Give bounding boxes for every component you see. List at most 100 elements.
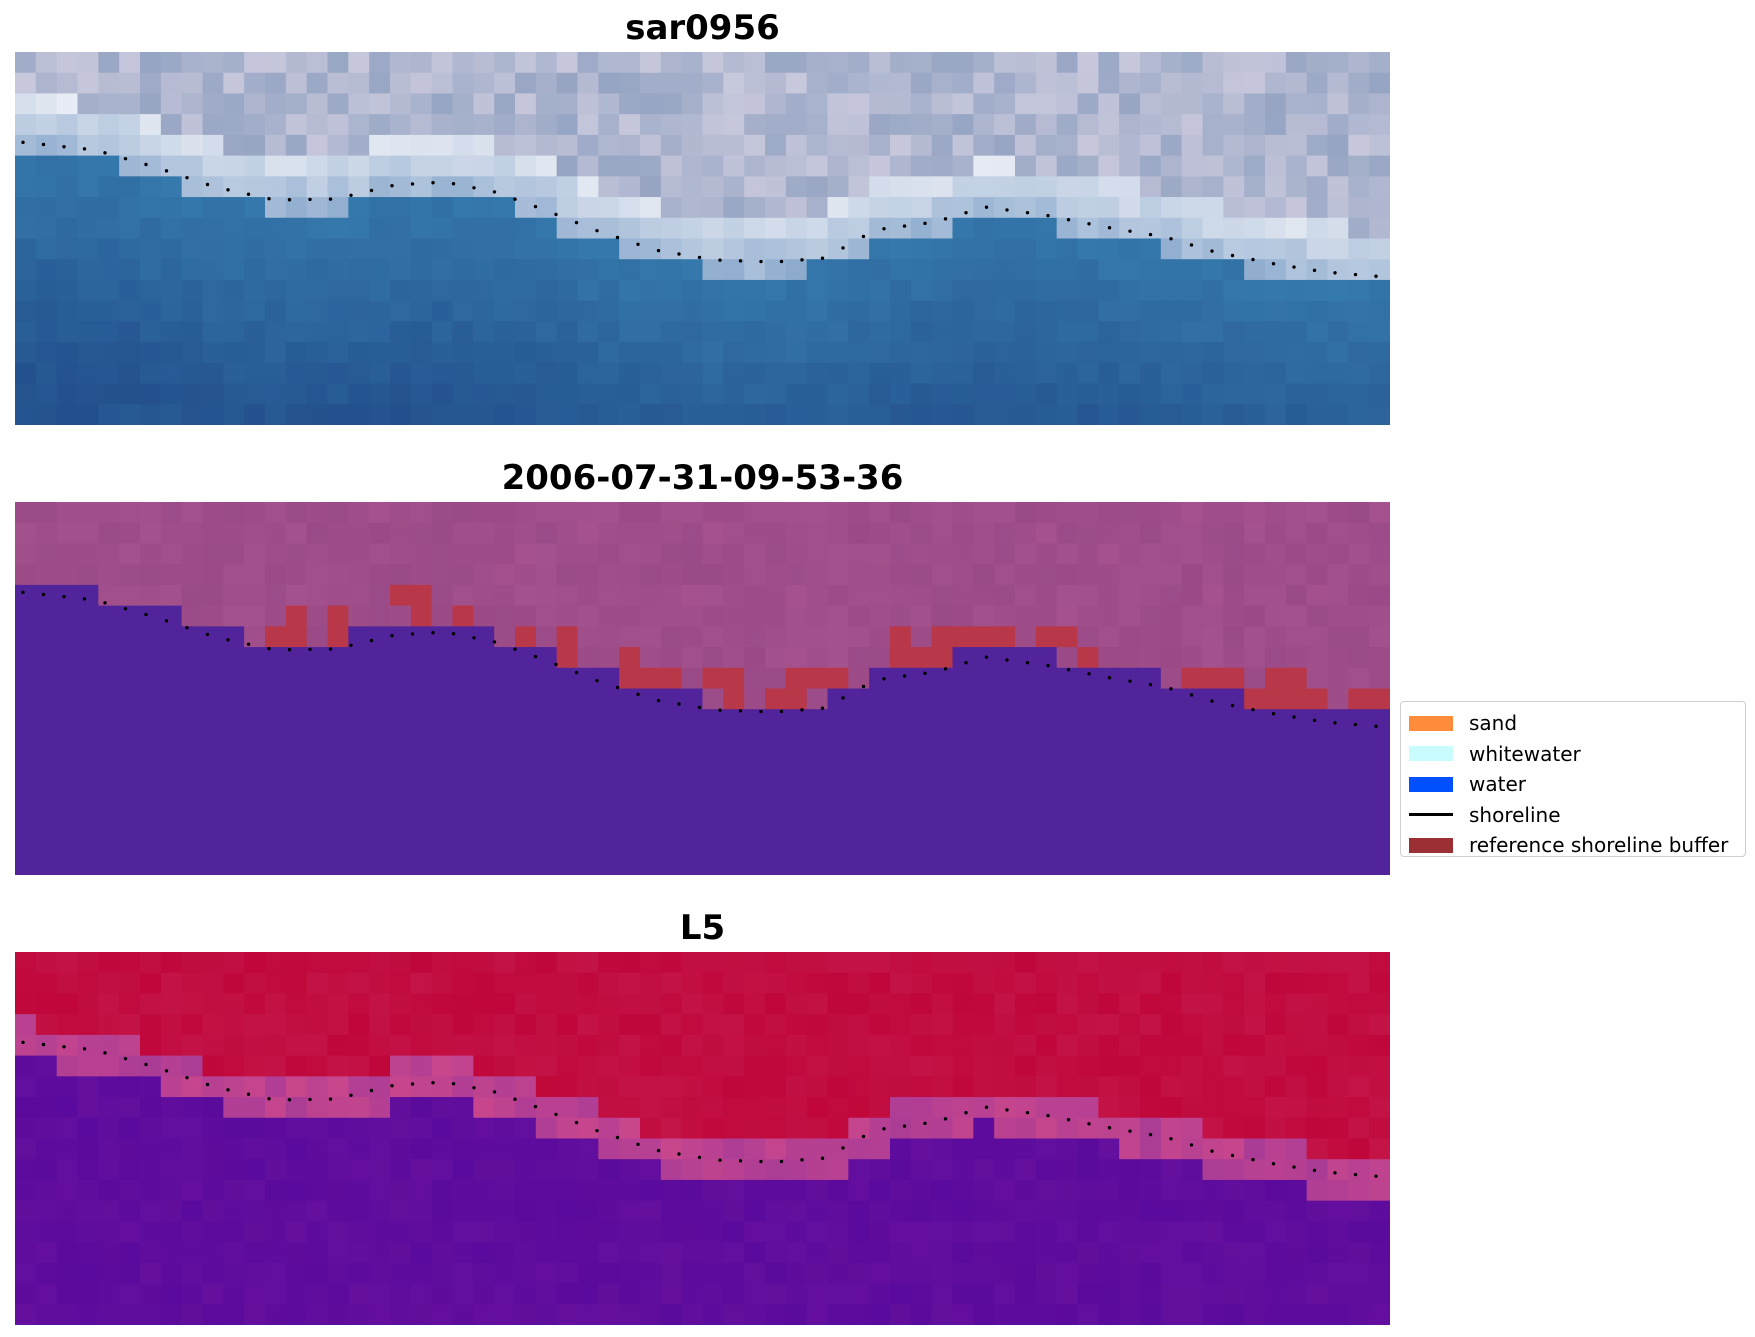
index-pixel	[202, 1076, 224, 1098]
rgb-pixel	[119, 300, 141, 322]
class-pixel	[1244, 709, 1266, 731]
rgb-pixel	[160, 321, 183, 343]
index-pixel	[1056, 1076, 1079, 1098]
rgb-pixel	[327, 176, 349, 198]
class-pixel	[515, 584, 537, 607]
class-pixel	[244, 729, 266, 752]
index-pixel	[1223, 972, 1245, 995]
shoreline-point	[369, 188, 374, 193]
rgb-pixel	[827, 114, 849, 136]
index-pixel	[1369, 993, 1390, 1015]
rgb-pixel	[890, 114, 912, 136]
rgb-pixel	[494, 114, 516, 136]
rgb-pixel	[1077, 362, 1099, 385]
rgb-pixel	[285, 404, 308, 425]
index-pixel	[785, 1055, 808, 1077]
rgb-pixel	[1181, 52, 1204, 74]
class-pixel	[1077, 750, 1099, 772]
index-pixel	[577, 952, 599, 974]
class-pixel	[244, 667, 266, 690]
class-pixel	[973, 771, 995, 793]
rgb-pixel	[1140, 300, 1162, 322]
class-pixel	[369, 564, 391, 586]
index-pixel	[994, 1221, 1016, 1243]
class-pixel	[202, 543, 224, 565]
rgb-pixel	[1223, 72, 1245, 95]
rgb-pixel	[452, 93, 474, 115]
index-pixel	[181, 1242, 204, 1264]
rgb-pixel	[681, 383, 704, 405]
rgb-pixel	[765, 279, 787, 302]
index-pixel	[56, 1055, 79, 1077]
index-pixel	[1119, 1055, 1141, 1077]
class-pixel	[1369, 771, 1390, 793]
rgb-pixel	[202, 279, 224, 302]
class-pixel	[410, 584, 433, 607]
shoreline-point	[144, 612, 148, 617]
shoreline-point	[554, 1112, 558, 1117]
rgb-pixel	[56, 383, 79, 405]
class-pixel	[35, 750, 58, 772]
rgb-pixel	[952, 176, 974, 198]
rgb-pixel	[1244, 134, 1266, 157]
index-pixel	[660, 1055, 683, 1077]
class-pixel	[994, 543, 1016, 565]
class-pixel	[1015, 502, 1037, 524]
class-pixel	[369, 502, 391, 524]
index-pixel	[1244, 993, 1266, 1015]
index-pixel	[410, 1200, 433, 1222]
index-pixel	[869, 1117, 891, 1140]
index-pixel	[952, 1221, 974, 1243]
rgb-pixel	[702, 362, 724, 385]
index-pixel	[1181, 1014, 1204, 1036]
index-pixel	[98, 1097, 120, 1119]
rgb-pixel	[223, 342, 245, 364]
rgb-pixel	[1202, 72, 1224, 95]
shoreline-point	[882, 227, 886, 231]
class-pixel	[1327, 812, 1349, 835]
rgb-pixel	[1015, 238, 1037, 260]
rgb-pixel	[765, 114, 787, 136]
class-pixel	[1140, 750, 1162, 772]
index-pixel	[577, 1159, 599, 1181]
rgb-pixel	[1202, 300, 1224, 322]
index-pixel	[556, 1242, 579, 1264]
index-pixel	[765, 1221, 787, 1243]
index-pixel	[1327, 1221, 1349, 1243]
rgb-pixel	[598, 176, 620, 198]
index-pixel	[1202, 1014, 1224, 1036]
index-pixel	[1015, 1014, 1037, 1036]
index-pixel	[619, 1117, 641, 1140]
index-pixel	[556, 952, 579, 974]
shoreline-point	[677, 702, 681, 706]
index-pixel	[681, 1055, 704, 1077]
index-pixel	[702, 1283, 724, 1305]
index-pixel	[1348, 1262, 1370, 1285]
index-pixel	[15, 1221, 37, 1243]
shoreline-point	[451, 632, 456, 636]
index-pixel	[223, 1117, 245, 1140]
class-pixel	[806, 543, 829, 565]
index-pixel	[723, 1097, 745, 1119]
shoreline-point	[1374, 1174, 1378, 1178]
index-pixel	[202, 1014, 224, 1036]
index-pixel	[577, 1097, 599, 1119]
rgb-pixel	[598, 93, 620, 115]
rgb-pixel	[1035, 176, 1058, 198]
rgb-pixel	[181, 404, 204, 425]
shoreline-point	[390, 634, 394, 638]
rgb-pixel	[681, 321, 704, 343]
rgb-pixel	[56, 238, 79, 260]
index-pixel	[1160, 1262, 1183, 1285]
index-pixel	[1327, 972, 1349, 995]
index-pixel	[1285, 1076, 1308, 1098]
rgb-pixel	[973, 217, 995, 240]
class-pixel	[931, 647, 954, 669]
rgb-pixel	[1348, 155, 1370, 177]
index-pixel	[181, 1179, 204, 1202]
index-pixel	[869, 972, 891, 995]
rgb-pixel	[1327, 259, 1349, 281]
class-pixel	[1077, 605, 1099, 627]
index-pixel	[848, 1117, 870, 1140]
class-pixel	[910, 833, 933, 855]
